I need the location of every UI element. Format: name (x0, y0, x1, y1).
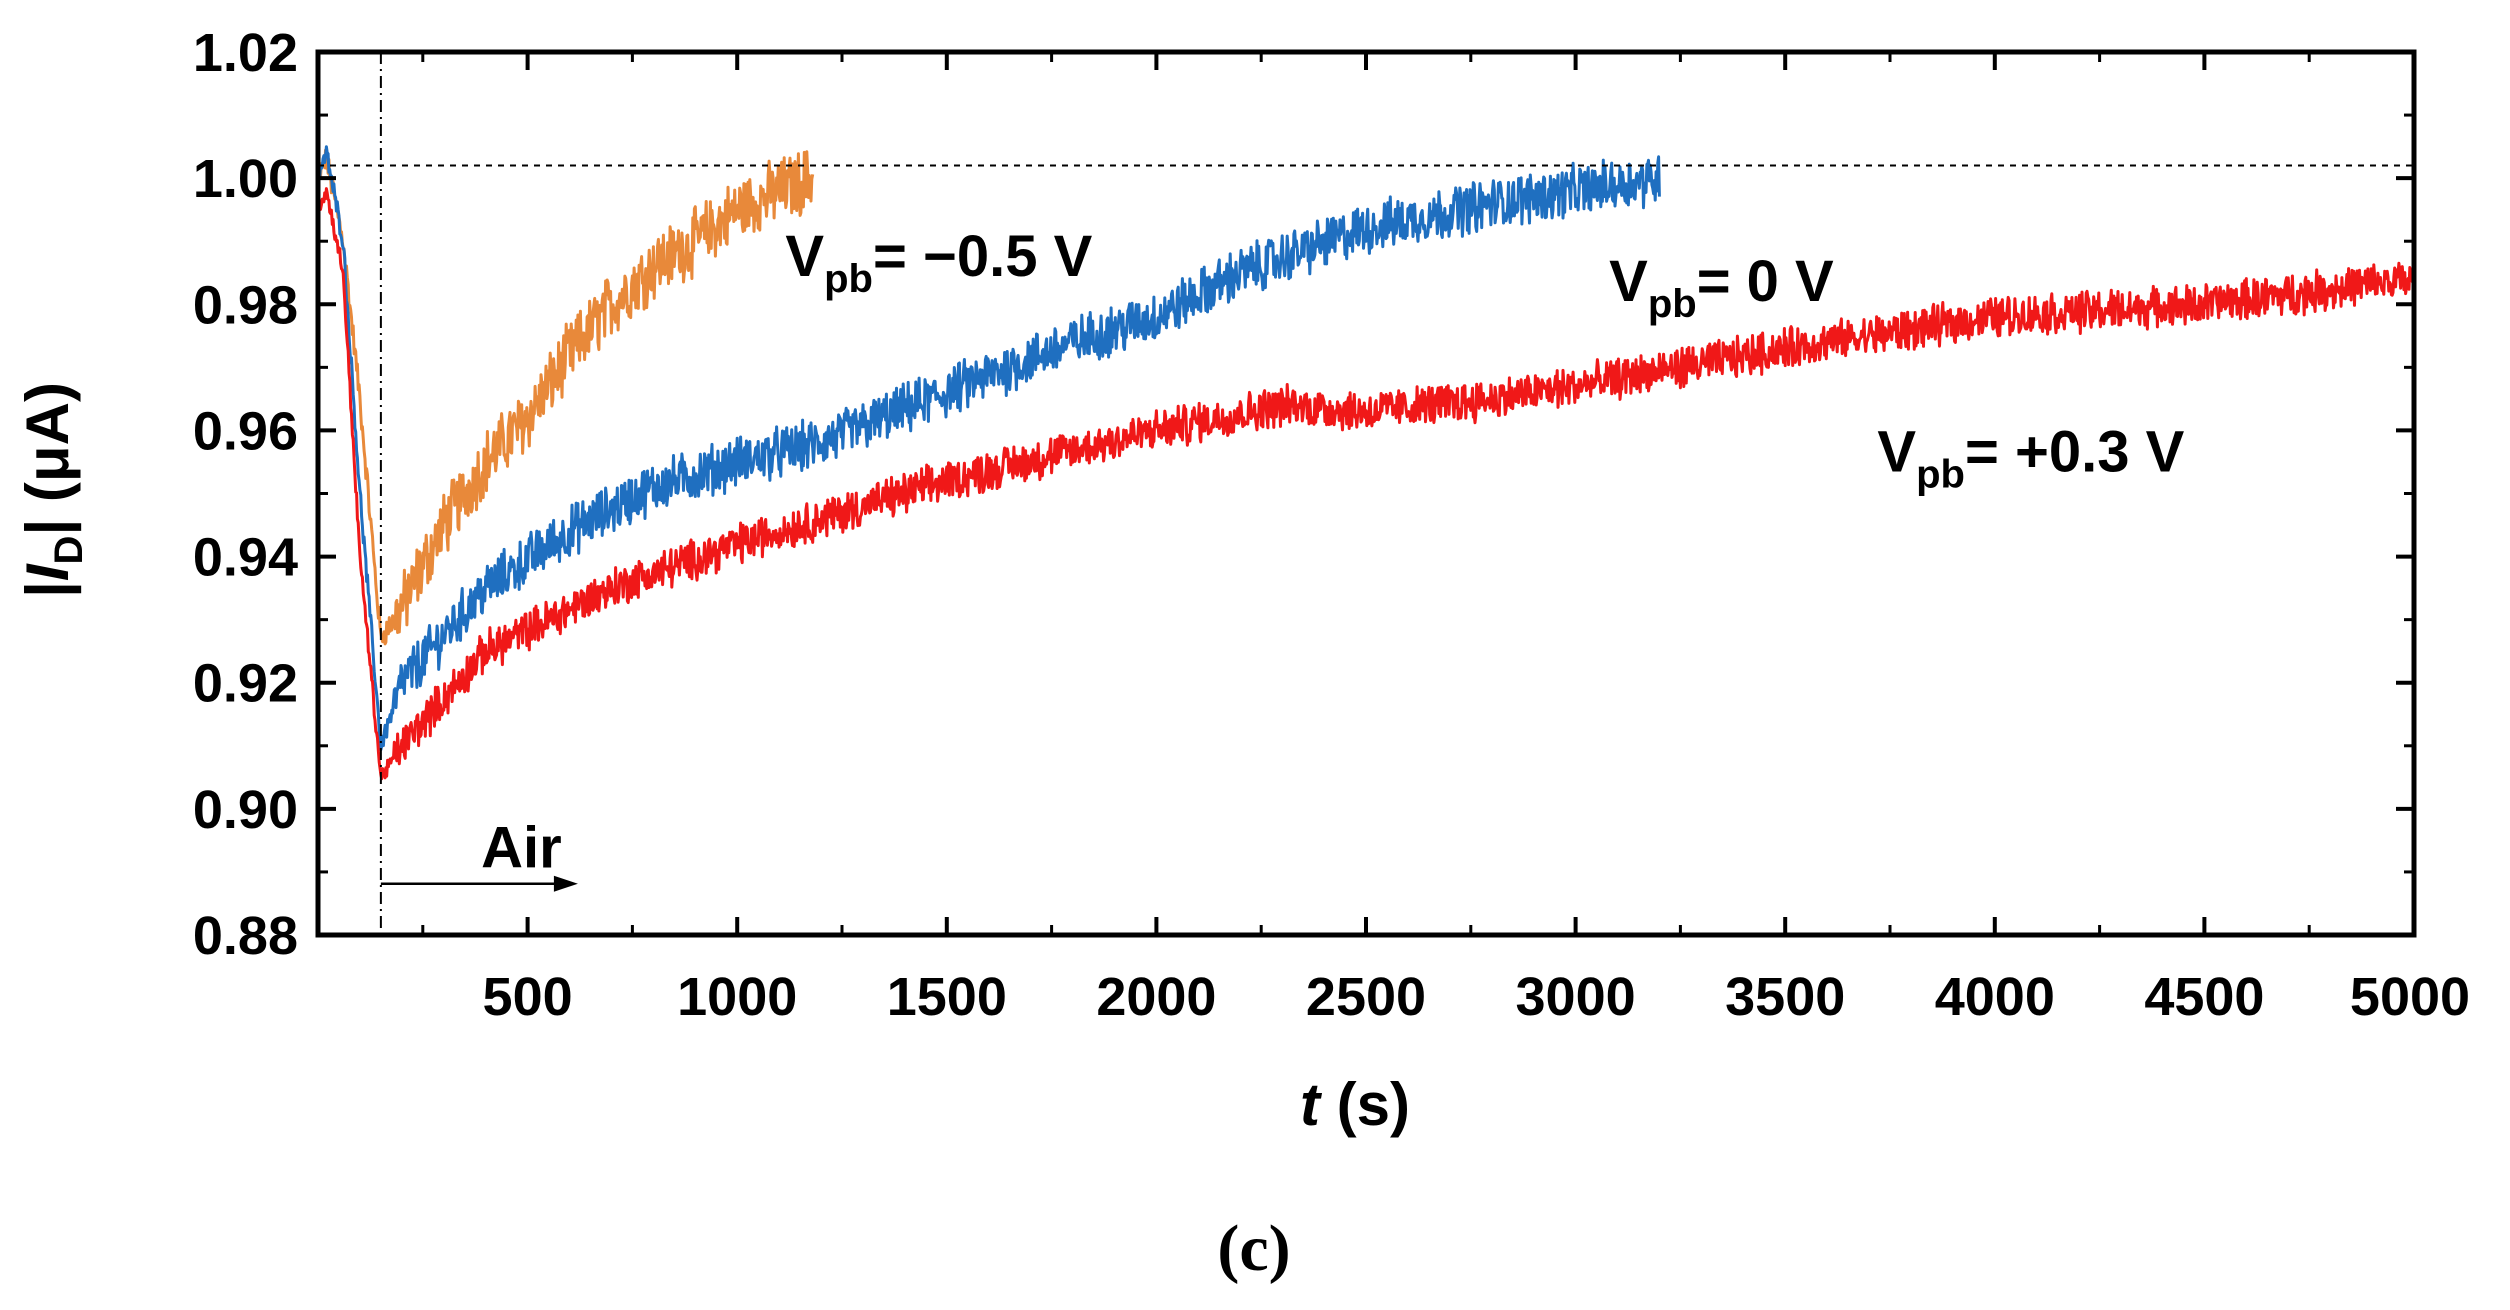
y-tick-label: 0.98 (193, 275, 298, 335)
y-tick-label: 0.96 (193, 401, 298, 461)
x-tick-label: 2000 (1096, 967, 1216, 1027)
series-label-1: Vpb= 0 V (1609, 249, 1834, 326)
x-tick-label: 5000 (2350, 967, 2470, 1027)
panel-label: (c) (1217, 1212, 1290, 1285)
x-tick-label: 3500 (1725, 967, 1845, 1027)
y-tick-label: 0.88 (193, 906, 298, 966)
y-tick-label: 0.90 (193, 780, 298, 840)
y-tick-label: 1.02 (193, 23, 298, 83)
series-line-1 (316, 145, 1661, 752)
x-tick-label: 2500 (1306, 967, 1426, 1027)
x-tick-label: 500 (483, 967, 573, 1027)
air-label: Air (481, 816, 562, 881)
reference-lines (318, 52, 2414, 935)
annotations: Vpb= −0.5 V Vpb= 0 V Vpb= +0.3 V Air (380, 224, 2185, 892)
x-axis-title: t (s) (1300, 1071, 1410, 1138)
y-axis-title: |ID| (μA) (14, 382, 91, 598)
x-tick-label: 1000 (677, 967, 797, 1027)
series-line-2 (316, 187, 2416, 781)
x-tick-label: 4000 (1935, 967, 2055, 1027)
series-label-2: Vpb= +0.3 V (1877, 419, 2184, 496)
series-layer (316, 145, 2416, 781)
x-tick-label: 4500 (2144, 967, 2264, 1027)
y-tick-label: 1.00 (193, 149, 298, 209)
y-tick-label: 0.94 (193, 528, 298, 588)
series-label-0: Vpb= −0.5 V (785, 224, 1092, 301)
series-line-0 (316, 148, 815, 646)
x-tick-label: 3000 (1516, 967, 1636, 1027)
y-tick-label: 0.92 (193, 654, 298, 714)
axes: 0.88 0.90 0.92 0.94 0.96 0.98 1.00 1.02 500 1000 1… (193, 23, 2470, 1027)
x-tick-label: 1500 (887, 967, 1007, 1027)
air-arrow-head (553, 875, 578, 892)
